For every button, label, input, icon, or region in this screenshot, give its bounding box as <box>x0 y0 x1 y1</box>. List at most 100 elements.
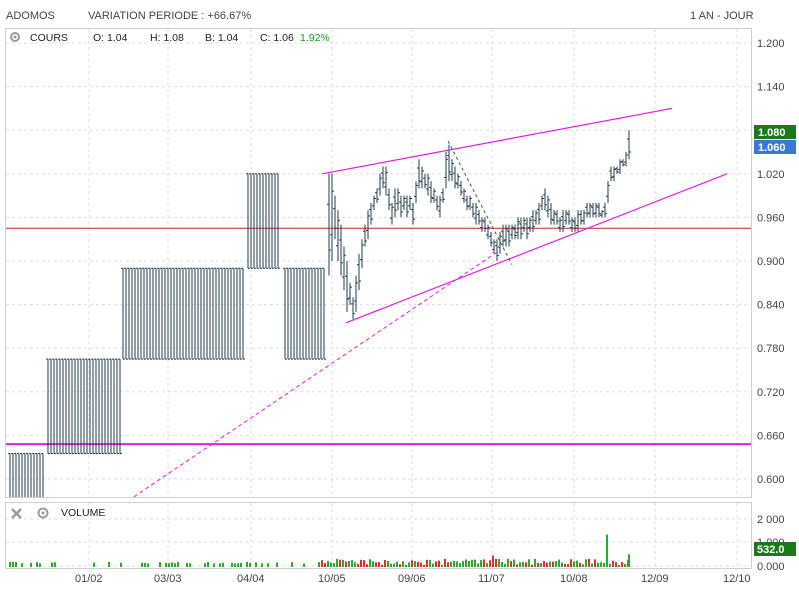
price-bar <box>435 195 439 211</box>
volume-gear-icon[interactable] <box>37 507 49 519</box>
price-bar <box>226 267 230 360</box>
price-bar <box>301 267 305 360</box>
price-bar <box>585 202 589 218</box>
volume-bar <box>261 563 263 567</box>
volume-bar <box>213 563 215 567</box>
price-bar <box>313 267 317 360</box>
price-bar <box>187 267 191 360</box>
x-tick-label: 10/05 <box>318 573 346 585</box>
price-bar <box>193 267 197 360</box>
price-bar <box>49 358 53 455</box>
volume-bar <box>165 562 167 567</box>
price-bar <box>76 358 80 455</box>
volume-bar <box>414 561 416 567</box>
price-bar <box>151 267 155 360</box>
price-bar <box>522 217 526 232</box>
price-bar <box>115 358 119 455</box>
price-bar <box>579 210 583 225</box>
last-price-tag-text: 1.060 <box>758 142 786 154</box>
volume-bar <box>357 563 359 567</box>
price-bar <box>205 267 209 360</box>
price-bar <box>217 267 221 360</box>
gear-icon[interactable] <box>10 32 20 42</box>
price-bar <box>133 267 137 360</box>
price-bar <box>136 267 140 360</box>
price-bar <box>513 224 517 240</box>
price-bar <box>145 267 149 360</box>
price-bar <box>106 358 110 455</box>
period-label[interactable]: 1 AN - JOUR <box>690 10 754 22</box>
price-bar <box>184 267 188 360</box>
price-bar <box>483 217 487 232</box>
volume-bar <box>333 563 335 567</box>
volume-bar <box>543 560 545 567</box>
volume-bar <box>336 558 338 567</box>
price-bar <box>426 173 430 196</box>
price-bar <box>534 210 538 225</box>
volume-bar <box>570 559 572 567</box>
price-bar <box>55 358 59 455</box>
price-bar <box>489 231 493 247</box>
price-bar <box>307 267 311 360</box>
price-bar <box>414 181 418 203</box>
volume-bar <box>483 559 485 567</box>
volume-bar <box>9 561 11 567</box>
volume-bar <box>489 560 491 567</box>
volume-bar <box>420 562 422 567</box>
volume-bar <box>417 561 419 567</box>
price-bar <box>432 188 436 203</box>
price-bar <box>255 173 259 269</box>
price-bar <box>348 282 352 305</box>
price-bar <box>29 453 32 497</box>
price-bar <box>441 188 445 203</box>
price-bar <box>516 217 520 240</box>
volume-bar <box>573 561 575 567</box>
volume-bar <box>240 563 242 567</box>
price-bar <box>486 224 490 240</box>
price-bar <box>61 358 65 455</box>
price-bar <box>258 173 262 269</box>
volume-bar <box>534 558 536 567</box>
price-bar <box>330 173 334 261</box>
volume-bar <box>402 561 404 567</box>
price-bar <box>267 173 271 269</box>
volume-bars <box>9 534 630 567</box>
price-bar <box>573 217 577 232</box>
price-bar <box>139 267 143 360</box>
volume-bar <box>390 563 392 567</box>
price-bar <box>411 202 415 225</box>
price-bar <box>582 210 586 225</box>
volume-bar <box>147 563 149 567</box>
price-bar <box>97 358 101 455</box>
volume-bar <box>558 559 560 567</box>
x-tick-label: 10/08 <box>560 573 588 585</box>
volume-bar <box>567 564 569 567</box>
price-bar <box>289 267 293 360</box>
close-value: C: 1.06 <box>260 32 294 44</box>
price-bar <box>100 358 104 455</box>
volume-bar <box>450 561 452 567</box>
price-bar <box>160 267 164 360</box>
volume-bar <box>186 562 188 567</box>
price-bar <box>564 210 568 225</box>
volume-bar <box>378 562 380 567</box>
price-bar <box>492 239 496 254</box>
price-bar <box>360 239 364 269</box>
price-bar <box>17 453 20 497</box>
volume-bar <box>354 562 356 567</box>
close-icon[interactable] <box>11 508 22 519</box>
price-bar <box>597 202 601 218</box>
volume-bar <box>303 563 305 567</box>
price-bar <box>124 267 128 360</box>
volume-bar <box>579 562 581 567</box>
price-bar <box>567 210 571 225</box>
volume-bar <box>552 561 554 567</box>
volume-bar <box>318 562 320 567</box>
price-bar <box>408 195 412 211</box>
price-bar <box>157 267 161 360</box>
price-bar <box>501 224 505 247</box>
price-bar <box>510 224 514 240</box>
volume-bar <box>432 563 434 567</box>
volume-bar <box>12 561 14 567</box>
price-bar <box>208 267 212 360</box>
